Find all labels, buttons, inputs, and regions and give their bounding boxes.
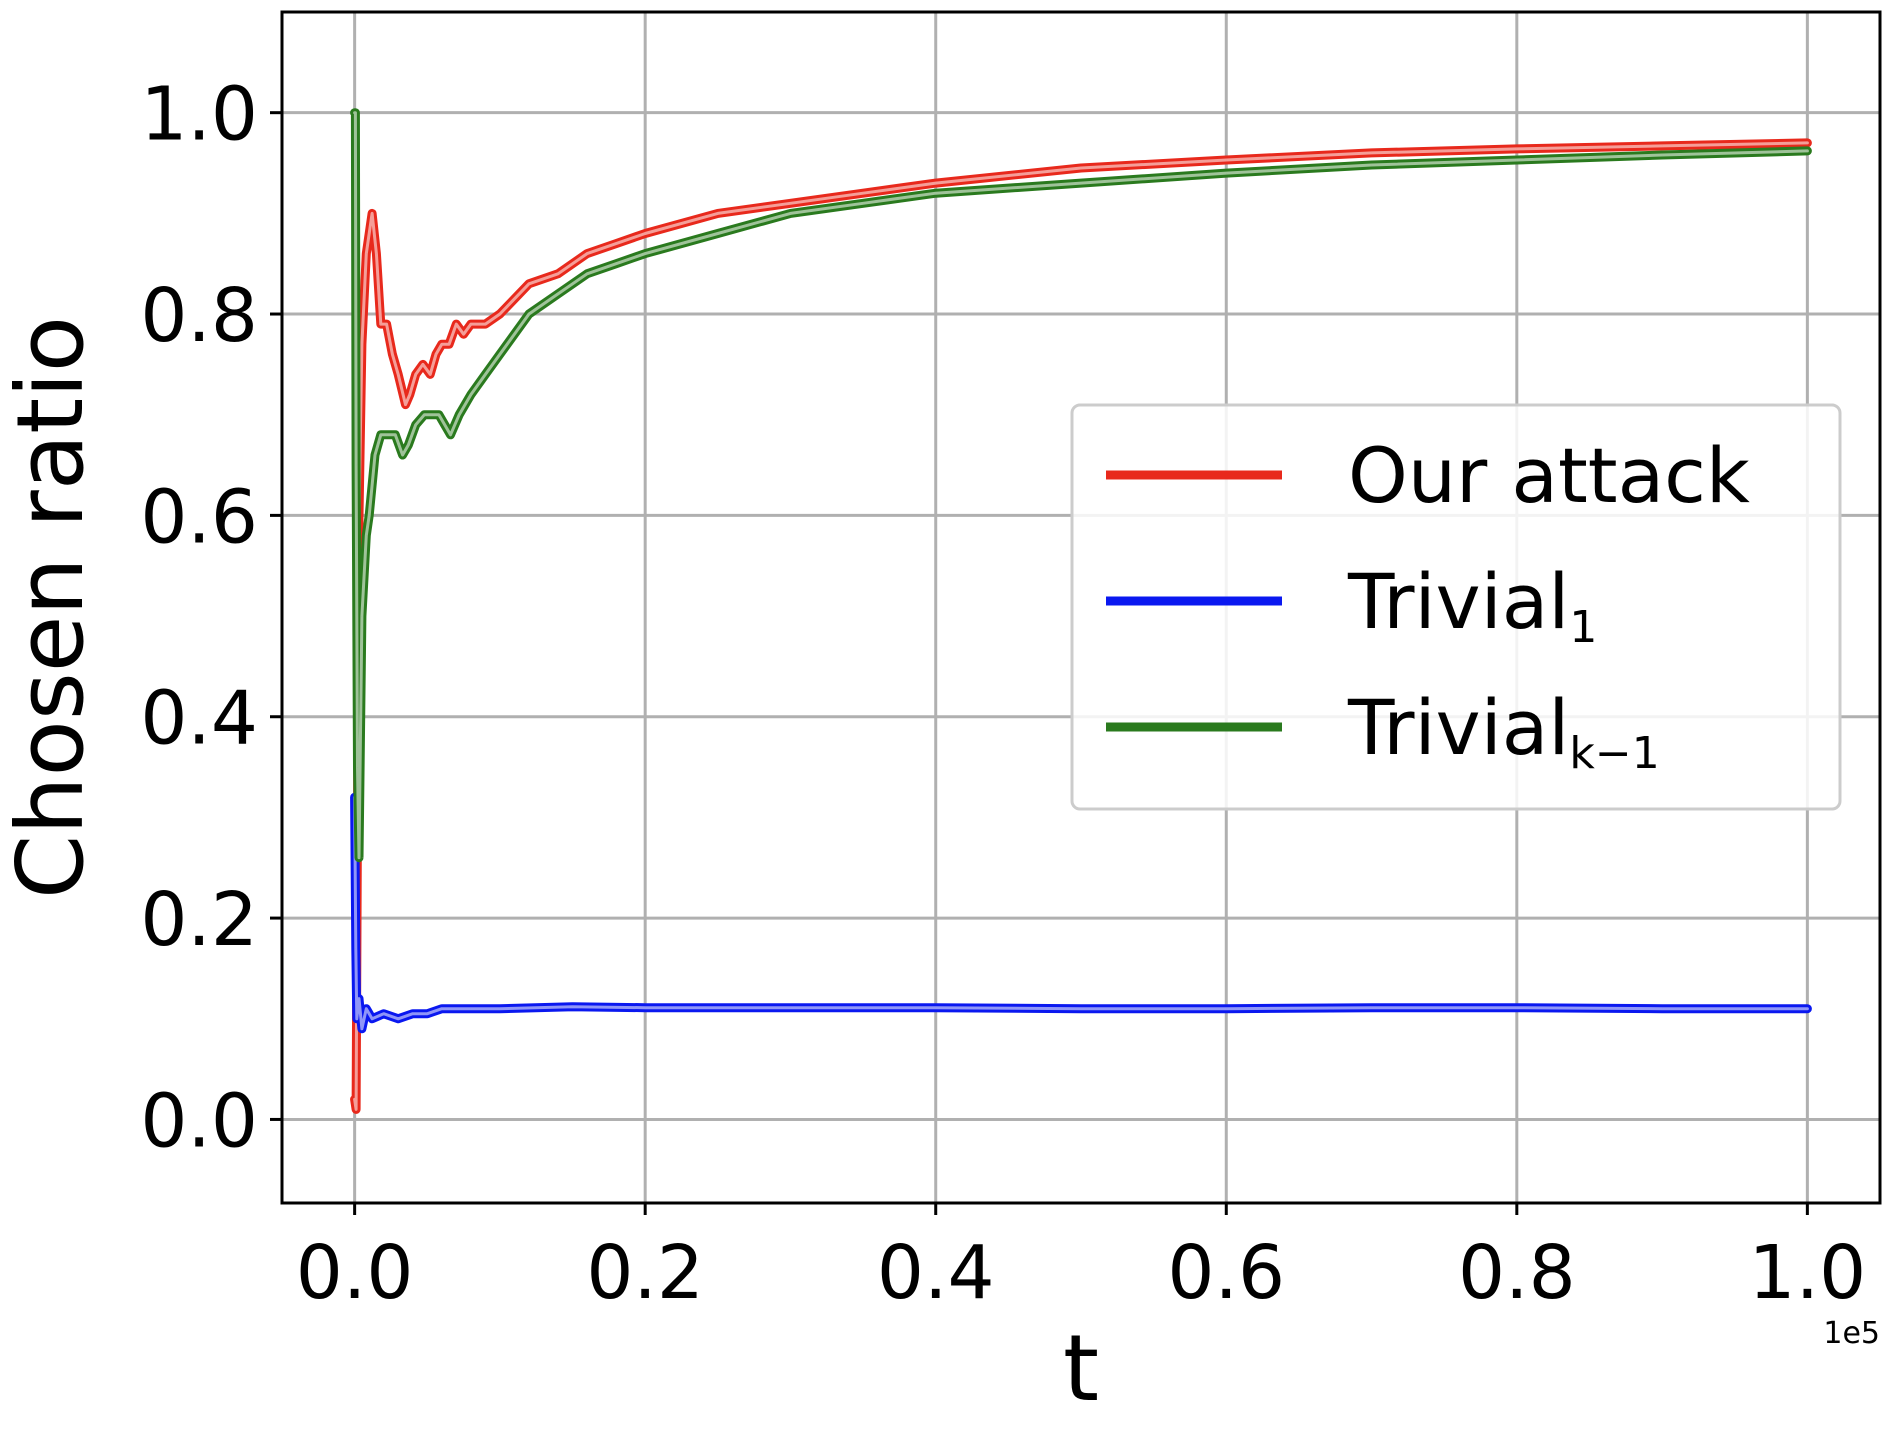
y-tick-label: 0.2: [140, 877, 258, 963]
x-tick-label: 0.6: [1167, 1230, 1285, 1316]
x-axis-label: t: [1063, 1315, 1099, 1422]
x-tick-label: 0.0: [296, 1230, 414, 1316]
series-line-inner: [353, 795, 1809, 1031]
legend-label: Trivial1: [1347, 557, 1597, 653]
y-axis-label: Chosen ratio: [0, 316, 104, 899]
y-tick-label: 0.6: [140, 474, 258, 560]
x-tick-label: 1.0: [1749, 1230, 1867, 1316]
y-tick-label: 0.4: [140, 676, 258, 762]
y-tick-label: 1.0: [140, 72, 258, 158]
legend-series-subscript: 1: [1569, 602, 1597, 653]
x-tick-label: 0.8: [1458, 1230, 1576, 1316]
x-axis-offset-label: 1e5: [1823, 1316, 1880, 1351]
series-1: [350, 792, 1812, 1034]
y-tick-label: 0.8: [140, 273, 258, 359]
series-lines: [350, 108, 1812, 1114]
legend-label: Our attack: [1348, 431, 1750, 520]
series-line-inner: [353, 141, 1809, 1111]
series-2: [350, 108, 1812, 863]
series-line-outer: [350, 792, 1812, 1034]
x-tick-label: 0.2: [586, 1230, 704, 1316]
legend-item: Our attack: [1106, 431, 1750, 520]
legend-box: [1070, 403, 1842, 811]
legend-item: Trivialk−1: [1106, 683, 1660, 779]
legend-series-name: Our attack: [1348, 431, 1750, 520]
plot-frame: [280, 10, 1882, 1205]
series-0: [350, 138, 1812, 1114]
legend-series-name: Trivial: [1347, 683, 1569, 772]
legend-series-name: Trivial: [1347, 557, 1569, 646]
axis-ticks: 0.0 0.2 0.4 0.6 0.8 1.0 0.0 0.2 0.4 0.6 0.8 1.0: [140, 72, 1866, 1316]
y-tick-label: 0.0: [140, 1078, 258, 1164]
legend-label: Trivialk−1: [1347, 683, 1660, 779]
legend-item: Trivial1: [1106, 557, 1597, 653]
x-tick-label: 0.4: [877, 1230, 995, 1316]
legend-series-subscript: k−1: [1569, 728, 1659, 779]
